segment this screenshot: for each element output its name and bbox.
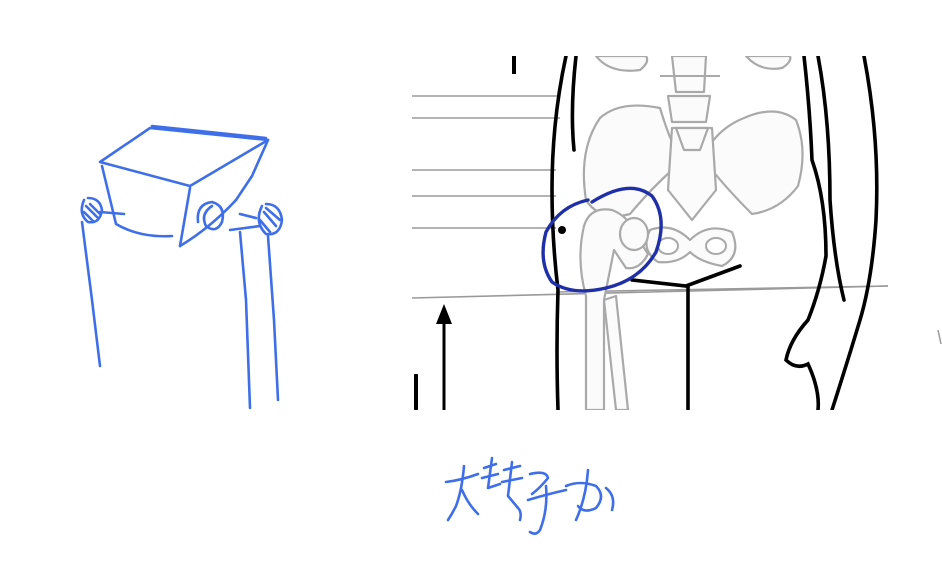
- rib-right: [744, 56, 792, 70]
- body-outline: [550, 56, 879, 410]
- iliac-wing-right: [710, 110, 804, 216]
- hand-sketch-hip-box: [80, 124, 284, 410]
- measurement-arrow: [414, 56, 516, 410]
- guide-line: [555, 285, 888, 293]
- edge-mark: [937, 329, 942, 345]
- iliac-wing-left: [582, 104, 674, 218]
- handwritten-caption: 大转子: [440, 456, 630, 540]
- obturator-right: [705, 237, 727, 255]
- greater-trochanter-circle: [541, 186, 663, 293]
- reference-pelvis-figure: [412, 56, 942, 410]
- landmark-dot: [558, 226, 566, 234]
- rib-left: [594, 56, 649, 72]
- spine: [660, 56, 720, 124]
- femoral-head: [618, 216, 650, 252]
- handwritten-caption-strokes: [444, 456, 615, 535]
- sacrum-top: [674, 126, 710, 152]
- femur: [579, 208, 650, 410]
